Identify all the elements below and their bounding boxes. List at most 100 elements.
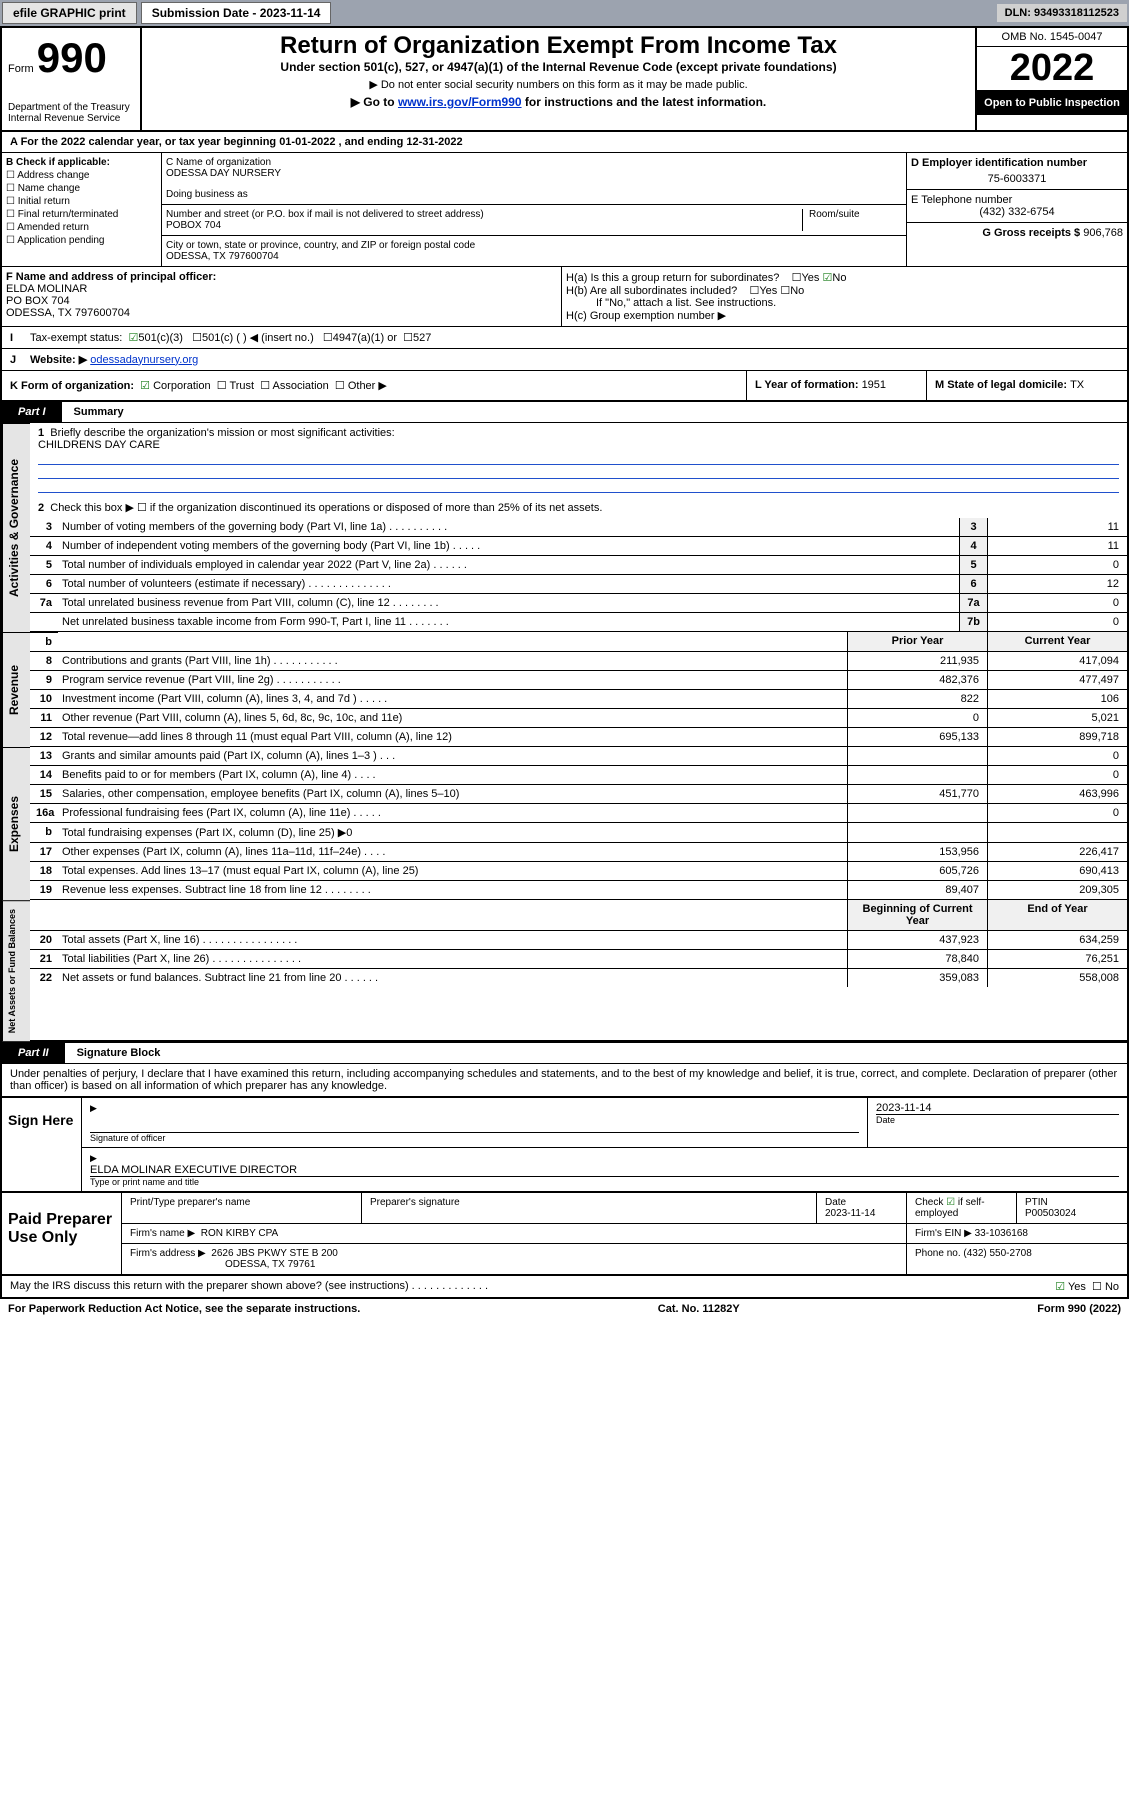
street-value: POBOX 704 (166, 220, 802, 231)
cb-address-change[interactable]: ☐ Address change (6, 170, 157, 181)
website-link[interactable]: odessadaynursery.org (90, 354, 198, 366)
discuss-row: May the IRS discuss this return with the… (0, 1276, 1129, 1299)
dept-label: Department of the Treasury (8, 102, 134, 113)
table-row: b Total fundraising expenses (Part IX, c… (30, 823, 1127, 843)
table-row: 10 Investment income (Part VIII, column … (30, 690, 1127, 709)
sig-officer-name: ELDA MOLINAR EXECUTIVE DIRECTOR (90, 1164, 1119, 1176)
table-row: 14 Benefits paid to or for members (Part… (30, 766, 1127, 785)
ein-label: D Employer identification number (911, 157, 1123, 169)
prep-sig-label: Preparer's signature (362, 1193, 817, 1223)
block-b-c-d: B Check if applicable: ☐ Address change … (0, 153, 1129, 267)
hdr-prior-year: Prior Year (847, 632, 987, 651)
check-icon: ☑ (128, 331, 138, 344)
sig-date: 2023-11-14 (876, 1102, 1119, 1114)
firm-ein: 33-1036168 (975, 1228, 1028, 1239)
part1-tab: Part I (2, 402, 62, 422)
org-name: ODESSA DAY NURSERY (166, 168, 902, 179)
ein-value: 75-6003371 (911, 173, 1123, 185)
cb-name-change[interactable]: ☐ Name change (6, 183, 157, 194)
cb-amended[interactable]: ☐ Amended return (6, 222, 157, 233)
subtitle-1: Under section 501(c), 527, or 4947(a)(1)… (148, 60, 969, 74)
cb-final-return[interactable]: ☐ Final return/terminated (6, 209, 157, 220)
opt-4947: 4947(a)(1) or (333, 332, 397, 344)
org-name-label: C Name of organization (166, 157, 902, 168)
irs-link[interactable]: www.irs.gov/Form990 (398, 95, 522, 109)
goto-pre: ▶ Go to (351, 95, 398, 109)
dba-label: Doing business as (166, 189, 902, 200)
prep-self-employed: Check ☑ if self-employed (907, 1193, 1017, 1223)
hb-question: H(b) Are all subordinates included? ☐Yes… (566, 284, 1123, 297)
hdr-current-year: Current Year (987, 632, 1127, 651)
firm-addr2: ODESSA, TX 79761 (225, 1259, 315, 1270)
street-label: Number and street (or P.O. box if mail i… (166, 209, 802, 220)
subtitle-2: ▶ Do not enter social security numbers o… (148, 78, 969, 91)
firm-addr: 2626 JBS PKWY STE B 200 (211, 1248, 338, 1259)
cb-initial-return[interactable]: ☐ Initial return (6, 196, 157, 207)
form-org-label: K Form of organization: (10, 380, 134, 392)
hdr-end-year: End of Year (987, 900, 1127, 930)
ptin-label: PTIN (1025, 1197, 1048, 1208)
submission-date: Submission Date - 2023-11-14 (141, 2, 332, 24)
sidelabel-expenses: Expenses (2, 747, 30, 900)
firm-phone-label: Phone no. (915, 1248, 963, 1259)
firm-addr-label: Firm's address ▶ (130, 1248, 206, 1259)
hb-note: If "No," attach a list. See instructions… (566, 297, 1123, 309)
goto-post: for instructions and the latest informat… (522, 95, 767, 109)
website-label: Website: ▶ (30, 353, 87, 366)
city-label: City or town, state or province, country… (166, 240, 902, 251)
table-row: 20 Total assets (Part X, line 16) . . . … (30, 931, 1127, 950)
cb-pending[interactable]: ☐ Application pending (6, 235, 157, 246)
col-b-checkboxes: B Check if applicable: ☐ Address change … (2, 153, 162, 266)
subtitle-3: ▶ Go to www.irs.gov/Form990 for instruct… (148, 95, 969, 109)
room-label: Room/suite (802, 209, 902, 231)
form-title: Return of Organization Exempt From Incom… (148, 32, 969, 60)
tax-status-label: Tax-exempt status: (30, 332, 122, 344)
sig-officer-label: Signature of officer (90, 1132, 859, 1143)
netassets-section: Net Assets or Fund Balances Beginning of… (0, 900, 1129, 1043)
preparer-block: Paid Preparer Use Only Print/Type prepar… (0, 1193, 1129, 1276)
table-row: 11 Other revenue (Part VIII, column (A),… (30, 709, 1127, 728)
year-formation-label: L Year of formation: (755, 379, 862, 391)
form-version: Form 990 (2022) (1037, 1303, 1121, 1315)
f-name: ELDA MOLINAR (6, 283, 557, 295)
omb-number: OMB No. 1545-0047 (977, 28, 1127, 47)
table-row: 13 Grants and similar amounts paid (Part… (30, 747, 1127, 766)
efile-print-button[interactable]: efile GRAPHIC print (2, 2, 137, 24)
mission-label: Briefly describe the organization's miss… (50, 427, 394, 439)
part2-tab: Part II (2, 1043, 65, 1063)
part2-title: Signature Block (65, 1043, 173, 1063)
part1-header: Part I Summary (0, 402, 1129, 423)
hc-label: H(c) Group exemption number ▶ (566, 309, 1123, 322)
tax-year: 2022 (977, 47, 1127, 91)
city-value: ODESSA, TX 797600704 (166, 251, 902, 262)
opt-corp: Corporation (153, 380, 210, 392)
table-row: 5 Total number of individuals employed i… (30, 556, 1127, 575)
prep-name-label: Print/Type preparer's name (130, 1197, 250, 1208)
sig-typed-label: Type or print name and title (90, 1176, 1119, 1187)
opt-assoc: Association (273, 380, 329, 392)
opt-501c: 501(c) ( ) ◀ (insert no.) (202, 331, 314, 344)
opt-trust: Trust (229, 380, 254, 392)
table-row: 8 Contributions and grants (Part VIII, l… (30, 652, 1127, 671)
ha-question: H(a) Is this a group return for subordin… (566, 271, 1123, 284)
table-row: 18 Total expenses. Add lines 13–17 (must… (30, 862, 1127, 881)
sidelabel-governance: Activities & Governance (2, 423, 30, 632)
table-row: 12 Total revenue—add lines 8 through 11 … (30, 728, 1127, 746)
firm-phone: (432) 550-2708 (963, 1248, 1031, 1259)
row-j-website: J Website: ▶ odessadaynursery.org (0, 349, 1129, 371)
table-row: 19 Revenue less expenses. Subtract line … (30, 881, 1127, 899)
mission-text: CHILDRENS DAY CARE (38, 439, 160, 451)
form-word: Form (8, 63, 34, 75)
top-bar: efile GRAPHIC print Submission Date - 20… (0, 0, 1129, 26)
governance-section: Activities & Governance 1 Briefly descri… (0, 423, 1129, 632)
row-a-period: A For the 2022 calendar year, or tax yea… (0, 132, 1129, 153)
prep-date: 2023-11-14 (825, 1208, 875, 1219)
part1-title: Summary (62, 402, 136, 422)
dln-field: DLN: 93493318112523 (997, 4, 1127, 22)
row-f-h: F Name and address of principal officer:… (0, 267, 1129, 327)
preparer-label: Paid Preparer Use Only (2, 1193, 122, 1274)
sidelabel-netassets: Net Assets or Fund Balances (2, 900, 30, 1041)
expenses-section: Expenses 13 Grants and similar amounts p… (0, 747, 1129, 900)
phone-label: E Telephone number (911, 194, 1123, 206)
phone-value: (432) 332-6754 (911, 206, 1123, 218)
